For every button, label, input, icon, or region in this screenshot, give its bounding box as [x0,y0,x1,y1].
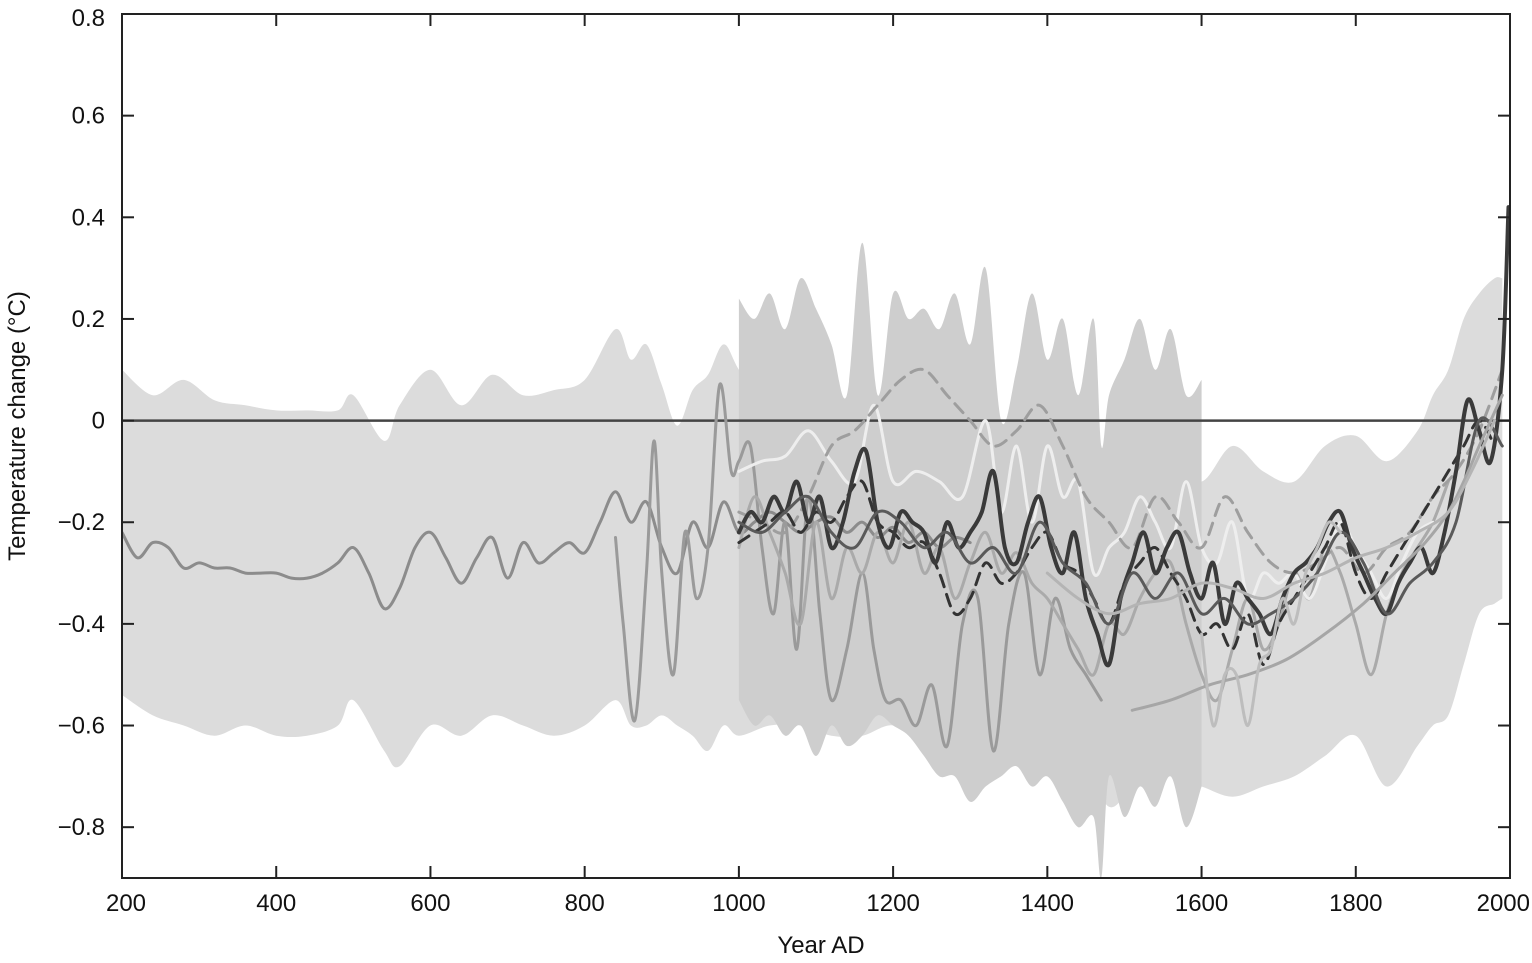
x-tick-label: 1200 [866,890,919,917]
y-tick-label: 0.8 [72,5,105,32]
axis-tick-labels: 200 400 600 800 1000 1200 1400 1600 1800 2000 0.8 0… [58,5,1530,917]
x-axis-title: Year AD [777,932,864,959]
series-line-8 [737,416,1504,626]
series-line-4 [737,403,1435,602]
series-line-10 [1045,419,1497,616]
y-tick-label: 0.4 [72,204,105,231]
x-tick-label: 1000 [712,890,765,917]
series-line-9 [1130,393,1504,712]
y-tick-label: −0.6 [58,713,105,740]
y-tick-label: 0.6 [72,103,105,130]
x-tick-label: 1600 [1175,890,1228,917]
uncertainty-bands [122,242,1503,878]
y-tick-label: −0.2 [58,509,105,536]
x-tick-label: 600 [410,890,450,917]
series-line-11 [1200,520,1342,728]
y-tick-label: −0.4 [58,611,105,638]
x-tick-label: 1400 [1021,890,1074,917]
y-tick-label: 0.2 [72,306,105,333]
x-tick-label: 400 [256,890,296,917]
x-tick-label: 200 [106,890,146,917]
axis-ticks [121,13,1511,878]
x-tick-label: 2000 [1477,890,1530,917]
series-line-7 [736,205,1510,668]
x-tick-label: 800 [565,890,605,917]
y-tick-label: 0 [92,408,105,435]
series-line-5 [737,367,1504,575]
y-axis-title: Temperature change (°C) [4,291,31,561]
y-tick-label: −0.8 [58,814,105,841]
plot-frame [121,13,1511,879]
series-line-1 [122,490,972,611]
series-lines [122,205,1510,753]
x-tick-label: 1800 [1329,890,1382,917]
